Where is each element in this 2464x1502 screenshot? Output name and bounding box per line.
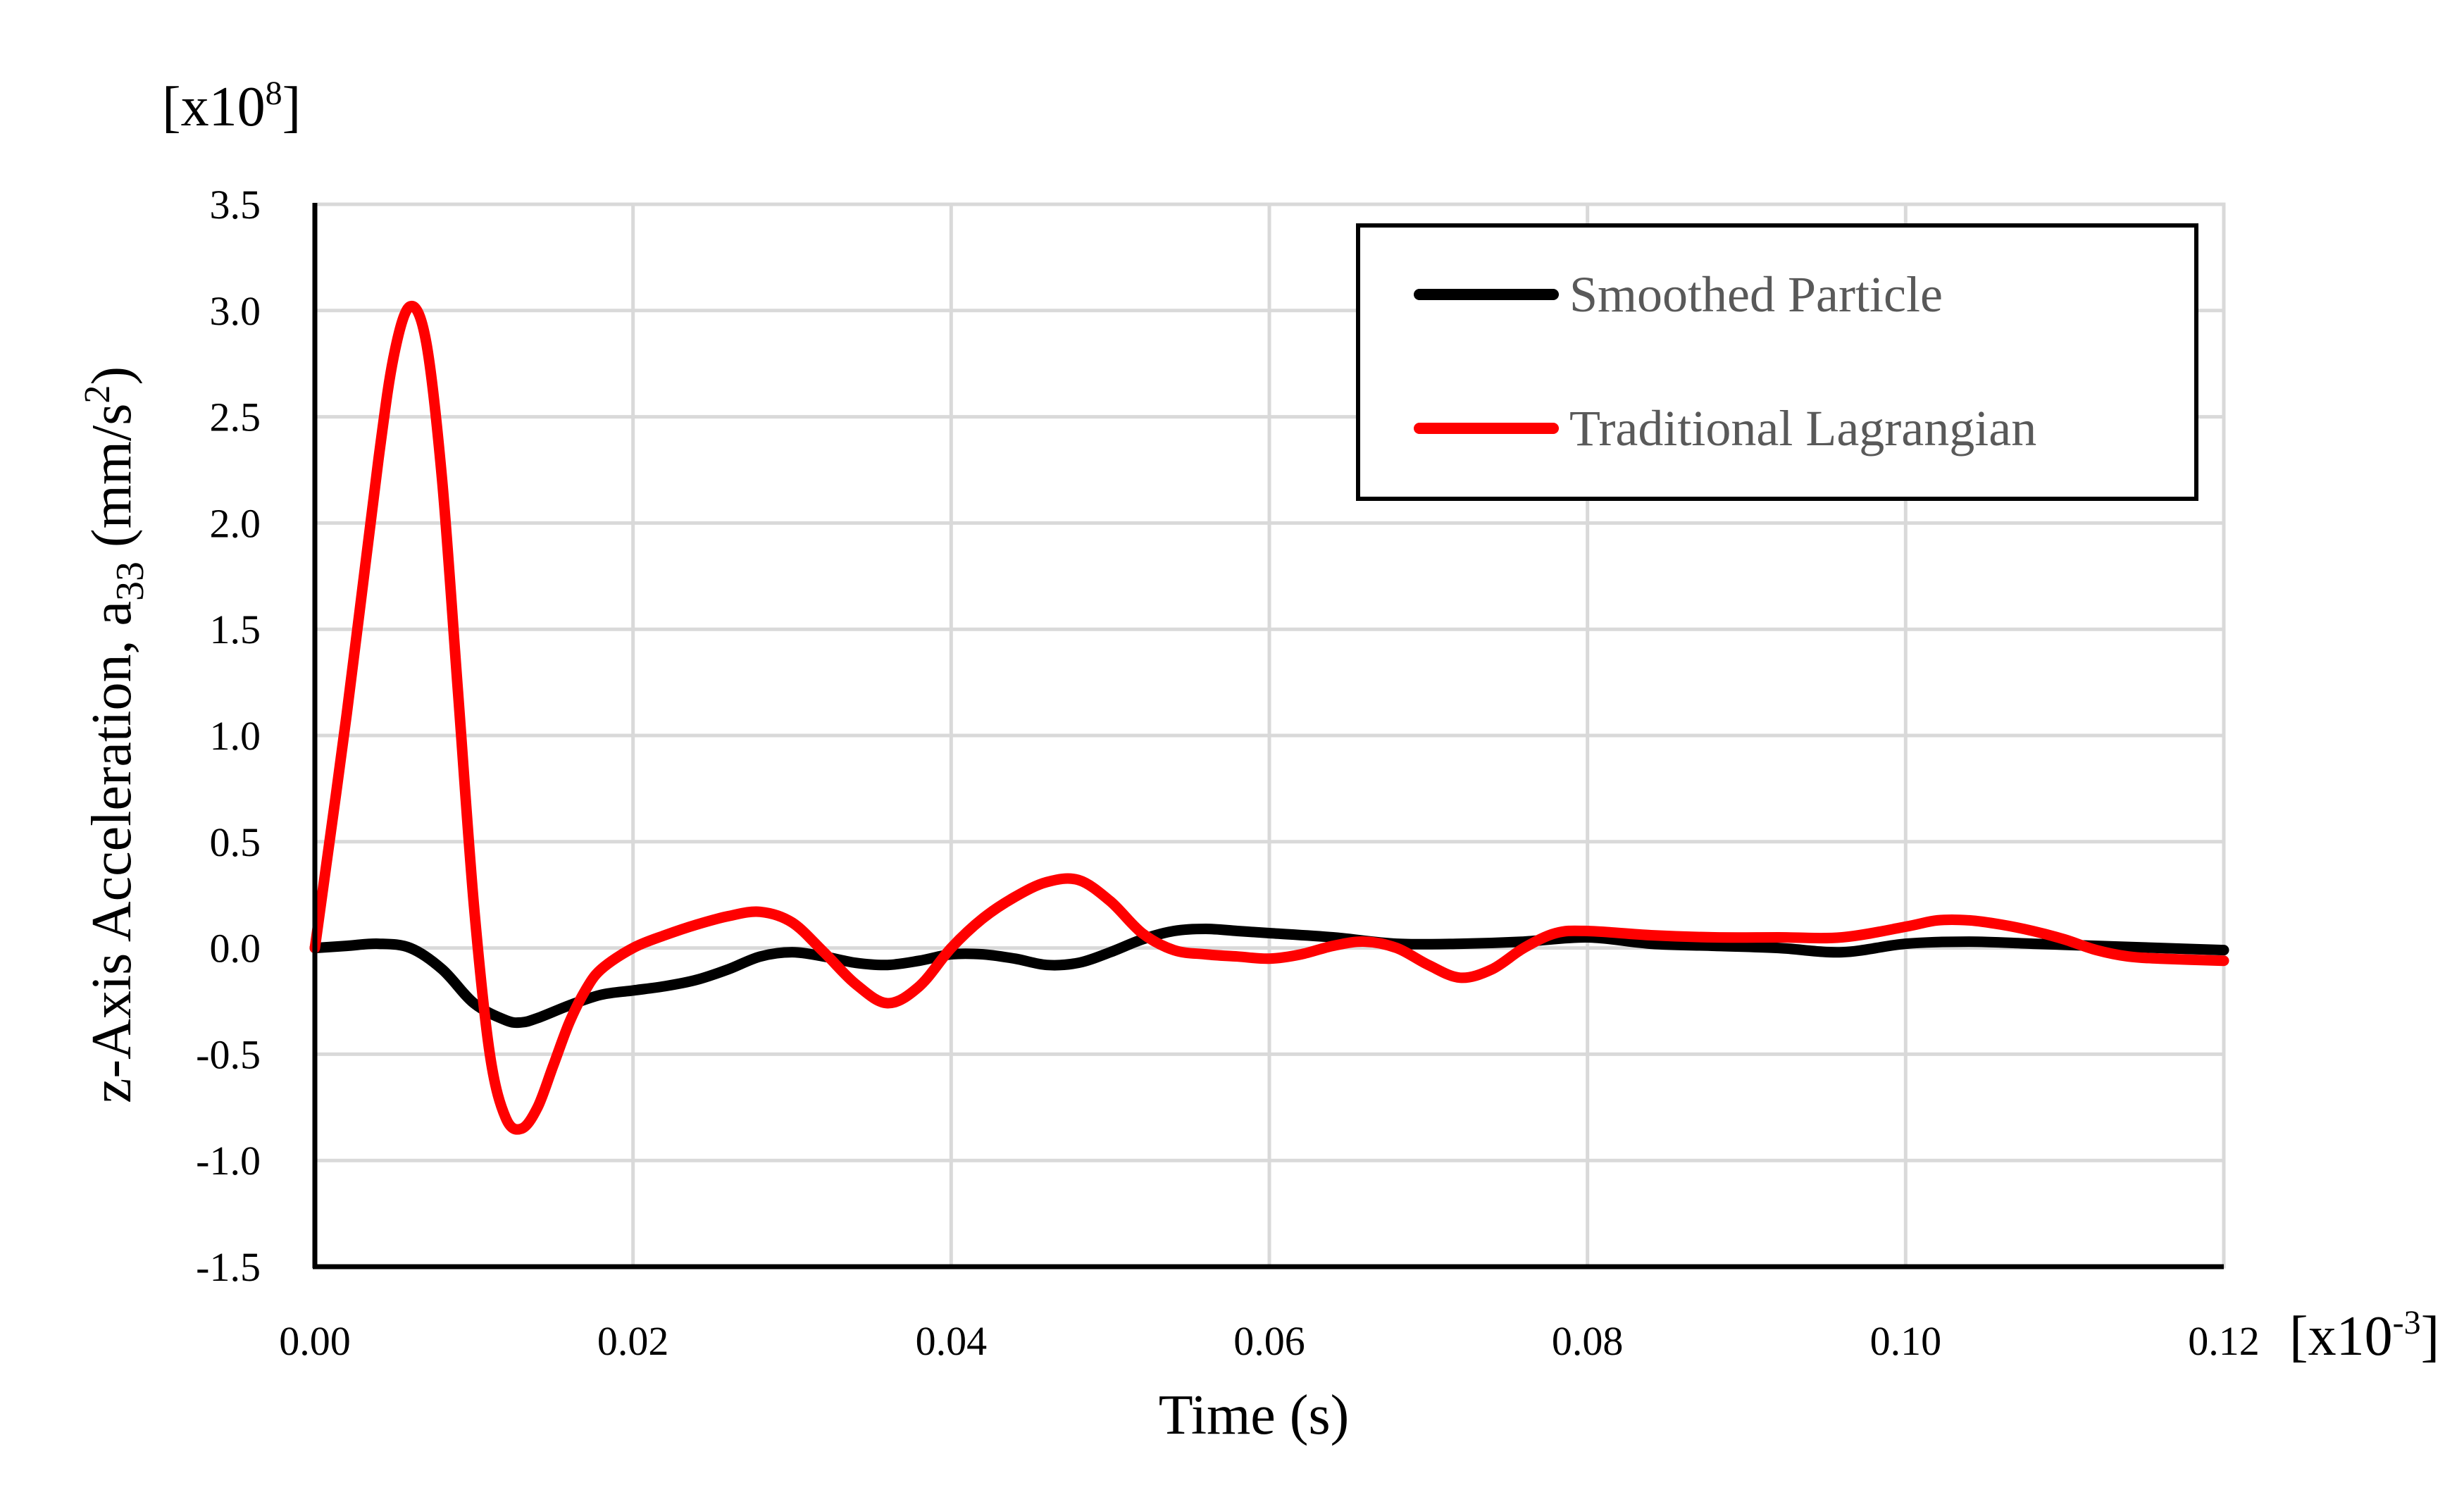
series-layer [309,301,2229,1135]
x-tick-labels: 0.00 0.02 0.04 0.06 0.08 0.10 0.12 [279,1318,2260,1364]
legend-label-traditional-lagrangian: Traditional Lagrangian [1569,400,2036,457]
y-tick-label: 0.5 [210,819,261,865]
y-tick-labels: 3.5 3.0 2.5 2.0 1.5 1.0 0.5 0.0 -0.5 -1.0 -1.5 [196,182,261,1290]
y-tick-label: -1.0 [196,1138,261,1184]
x-tick-label: 0.00 [279,1318,351,1364]
legend-box [1356,223,2198,501]
y-multiplier-exp: 8 [266,75,282,112]
y-tick-label: -0.5 [196,1031,261,1077]
y-tick-label: 3.5 [210,182,261,228]
y-tick-label: 3.0 [210,288,261,334]
y-tick-label: -1.5 [196,1244,261,1290]
y-axis-title-sub: 33 [108,561,152,601]
y-multiplier-base: [x10 [162,76,266,138]
x-tick-label: 0.04 [916,1318,988,1364]
legend-label-smoothed-particle: Smoothed Particle [1569,266,1943,323]
y-axis-title-unit-sup: 2 [77,385,118,404]
x-tick-label: 0.02 [597,1318,669,1364]
series-line-traditional-lagrangian [309,301,2229,1135]
grid [313,202,2226,1269]
y-tick-label: 2.5 [210,395,261,440]
y-tick-label: 1.5 [210,607,261,652]
x-tick-label: 0.10 [1870,1318,1942,1364]
y-tick-label: 0.0 [210,926,261,972]
y-multiplier-close: ] [282,76,301,138]
y-axis-title-unit: (mm/s [81,404,143,561]
series-line-smoothed-particle [309,924,2229,1029]
x-tick-label: 0.06 [1233,1318,1305,1364]
y-tick-label: 2.0 [210,500,261,546]
x-multiplier-base: [x10 [2289,1305,2393,1367]
y-tick-label: 1.0 [210,713,261,759]
y-axis-title-main: z-Axis Acceleration, a [81,601,143,1103]
x-tick-label: 0.12 [2188,1318,2260,1364]
x-tick-label: 0.08 [1552,1318,1624,1364]
x-axis-title: Time (s) [1159,1384,1349,1446]
x-multiplier: [x10-3] [2289,1304,2439,1367]
y-axis-title: z-Axis Acceleration, a33 (mm/s2) [77,366,152,1103]
legend: Smoothed Particle Traditional Lagrangian [1356,223,2198,501]
y-axis-title-close: ) [81,366,143,385]
y-multiplier: [x108] [162,75,301,138]
x-multiplier-exp: -3 [2393,1304,2421,1341]
x-multiplier-close: ] [2421,1305,2440,1367]
